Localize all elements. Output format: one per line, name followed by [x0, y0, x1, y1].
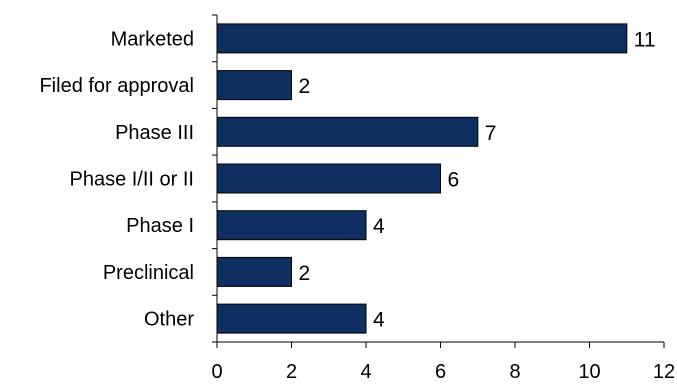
bar-0 [216, 23, 628, 54]
x-tick-label: 4 [360, 361, 371, 383]
x-tick-label: 0 [211, 361, 222, 383]
category-label: Phase I/II or II [69, 169, 194, 191]
value-label: 6 [448, 169, 460, 192]
value-label: 4 [373, 215, 385, 238]
bars-layer [216, 23, 628, 334]
category-label: Marketed [111, 28, 194, 50]
bar-1 [216, 70, 292, 101]
category-label: Phase I [126, 215, 194, 237]
category-label: Other [144, 309, 194, 331]
bar-2 [216, 116, 479, 147]
axes-layer [212, 14, 665, 348]
category-label: Phase III [115, 122, 194, 144]
value-label: 7 [485, 122, 497, 145]
bar-3 [216, 163, 441, 194]
x-tick-label: 2 [286, 361, 297, 383]
x-tick-label: 12 [653, 361, 675, 383]
value-label: 2 [299, 75, 311, 98]
category-label: Preclinical [103, 262, 194, 284]
bar-4 [216, 210, 367, 241]
x-tick-label: 6 [435, 361, 446, 383]
x-tick-label: 10 [578, 361, 600, 383]
bar-5 [216, 256, 292, 287]
bar-6 [216, 303, 367, 334]
category-label: Filed for approval [39, 75, 194, 97]
x-tick-label: 8 [509, 361, 520, 383]
value-label: 11 [634, 28, 656, 51]
labels-layer: Marketed 11 Filed for approval 2 Phase III 7 P… [39, 28, 675, 383]
value-label: 4 [373, 309, 385, 332]
value-label: 2 [299, 262, 311, 285]
